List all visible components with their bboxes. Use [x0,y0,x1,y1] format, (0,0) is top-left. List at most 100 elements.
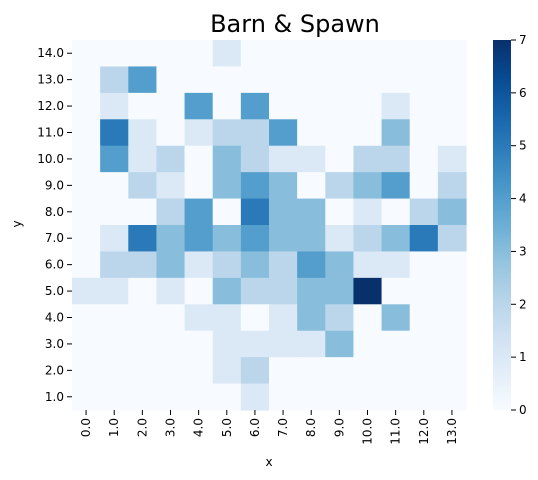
heatmap-cell [156,225,185,252]
heatmap-cell [410,225,439,252]
heatmap-cell [410,172,439,199]
y-tick-label: 10.0 [37,152,64,166]
heatmap-cell [156,146,185,173]
colorbar-tick-label: 3 [519,244,527,258]
heatmap-cell [72,304,101,331]
heatmap-cell [185,93,214,120]
heatmap-cell [410,146,439,173]
y-tick-label: 2.0 [45,363,64,377]
heatmap-cell [213,384,242,411]
heatmap-cell [297,40,326,67]
heatmap-cell [353,304,382,331]
heatmap-cell [382,66,411,93]
heatmap-cell [72,357,101,384]
heatmap-cell [128,66,157,93]
heatmap-cell [269,251,298,278]
x-tick-label: 8.0 [304,418,318,437]
heatmap-cell [382,357,411,384]
heatmap-cell [241,331,270,358]
heatmap-cell [156,172,185,199]
heatmap-cell [156,251,185,278]
heatmap-cell [382,384,411,411]
heatmap-cell [241,251,270,278]
heatmap-cell [269,384,298,411]
x-axis: 0.0 1.0 2.0 3.0 4.0 5.0 6.0 7.0 8.0 9.0 10.0 11.0 12… [79,410,459,445]
heatmap-cell [325,199,354,226]
heatmap-cell [382,225,411,252]
heatmap-cell [156,40,185,67]
heatmap-cell [213,278,242,305]
x-tick-label: 11.0 [389,418,403,445]
heatmap-cell [353,331,382,358]
heatmap-cell [410,304,439,331]
heatmap-cell [128,384,157,411]
heatmap-cell [353,278,382,305]
heatmap-cell [100,40,129,67]
heatmap-cell [185,172,214,199]
heatmap-cell [325,384,354,411]
heatmap-cell [382,304,411,331]
heatmap-cell [213,199,242,226]
heatmap-cells [72,40,467,411]
heatmap-cell [241,199,270,226]
heatmap-cell [410,40,439,67]
heatmap-cell [241,384,270,411]
heatmap-cell [100,251,129,278]
heatmap-cell [72,331,101,358]
heatmap-cell [72,66,101,93]
heatmap-cell [213,119,242,146]
heatmap-cell [100,331,129,358]
heatmap-cell [213,251,242,278]
heatmap-cell [128,40,157,67]
heatmap-cell [185,331,214,358]
heatmap-cell [241,40,270,67]
heatmap-cell [297,384,326,411]
y-tick-label: 4.0 [45,311,64,325]
heatmap-cell [353,40,382,67]
y-tick-label: 13.0 [37,73,64,87]
heatmap-cell [325,172,354,199]
heatmap-cell [353,172,382,199]
heatmap-cell [269,93,298,120]
heatmap-cell [128,304,157,331]
x-tick-label: 0.0 [79,418,93,437]
heatmap-cell [410,384,439,411]
heatmap-cell [438,278,467,305]
heatmap-cell [100,66,129,93]
x-tick-label: 1.0 [107,418,121,437]
heatmap-cell [297,146,326,173]
y-tick-label: 11.0 [37,126,64,140]
heatmap-cell [241,172,270,199]
heatmap-cell [185,304,214,331]
heatmap-cell [325,119,354,146]
heatmap-cell [382,331,411,358]
heatmap-cell [100,384,129,411]
heatmap-cell [269,278,298,305]
heatmap-cell [100,278,129,305]
heatmap-cell [297,93,326,120]
heatmap-cell [382,146,411,173]
heatmap-cell [100,119,129,146]
heatmap-cell [382,251,411,278]
heatmap-cell [269,199,298,226]
heatmap-cell [438,66,467,93]
heatmap-cell [185,119,214,146]
heatmap-cell [297,225,326,252]
heatmap-cell [438,119,467,146]
heatmap-cell [100,146,129,173]
heatmap-cell [382,93,411,120]
x-tick-label: 9.0 [332,418,346,437]
heatmap-cell [72,119,101,146]
heatmap-cell [185,225,214,252]
heatmap-cell [156,93,185,120]
x-tick-label: 3.0 [164,418,178,437]
heatmap-cell [297,119,326,146]
heatmap-cell [128,278,157,305]
colorbar-tick-label: 4 [519,192,527,206]
heatmap-cell [297,278,326,305]
heatmap-cell [410,251,439,278]
heatmap-cell [353,199,382,226]
heatmap-cell [213,172,242,199]
heatmap-cell [269,66,298,93]
heatmap-cell [325,225,354,252]
